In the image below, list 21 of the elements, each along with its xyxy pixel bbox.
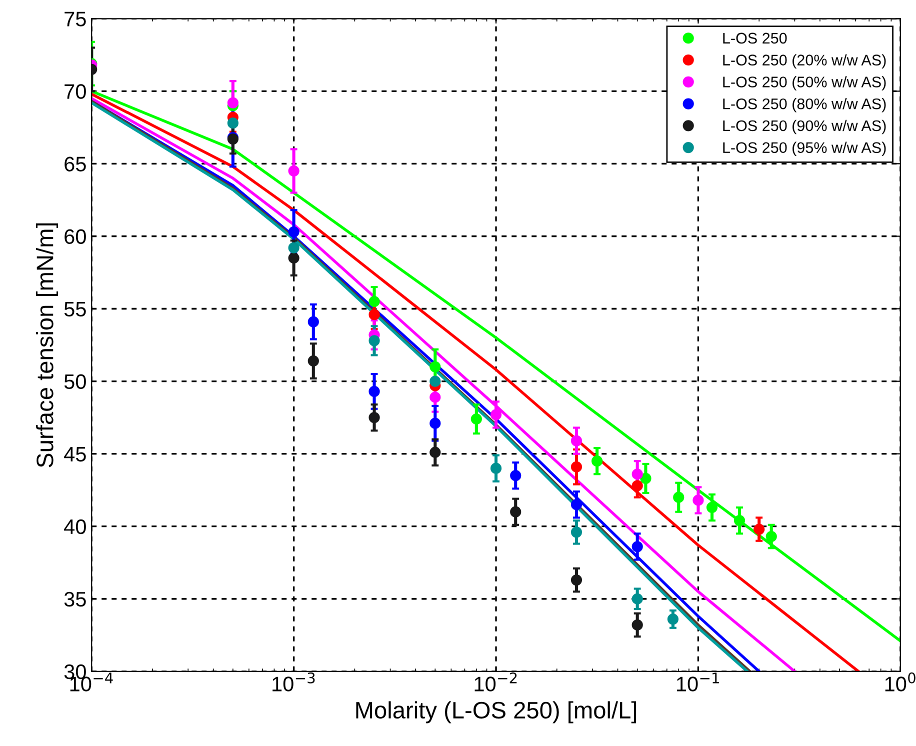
y-tick-label: 40 [64, 519, 86, 534]
y-tick-label: 60 [64, 229, 86, 244]
x-axis-title: Molarity (L-OS 250) [mol/L] [356, 701, 636, 724]
x-tick-label: 10$^{−2}$ [474, 672, 517, 692]
legend-label: L-OS 250 (50% w/w AS) [723, 76, 886, 90]
y-tick-label: 65 [64, 156, 86, 172]
legend-label: L-OS 250 [723, 32, 787, 44]
y-tick-label: 50 [64, 374, 86, 390]
legend-label: L-OS 250 (20% w/w AS) [723, 54, 886, 69]
y-tick-label: 35 [64, 592, 86, 607]
legend-label: L-OS 250 (95% w/w AS) [723, 142, 886, 156]
y-axis-title: Surface tension [mN/m] [36, 223, 58, 468]
y-tick-label: 70 [64, 84, 86, 99]
x-tick-label: 10$^{−1}$ [676, 672, 719, 692]
x-tick-label: 10$^{0}$ [885, 672, 916, 692]
legend-label: L-OS 250 (90% w/w AS) [723, 120, 886, 134]
legend-label: L-OS 250 (80% w/w AS) [723, 98, 886, 112]
y-tick-label: 75 [64, 12, 86, 26]
y-tick-label: 55 [64, 302, 86, 317]
y-tick-label: 45 [64, 447, 86, 462]
x-tick-label: 10$^{−3}$ [272, 672, 315, 692]
